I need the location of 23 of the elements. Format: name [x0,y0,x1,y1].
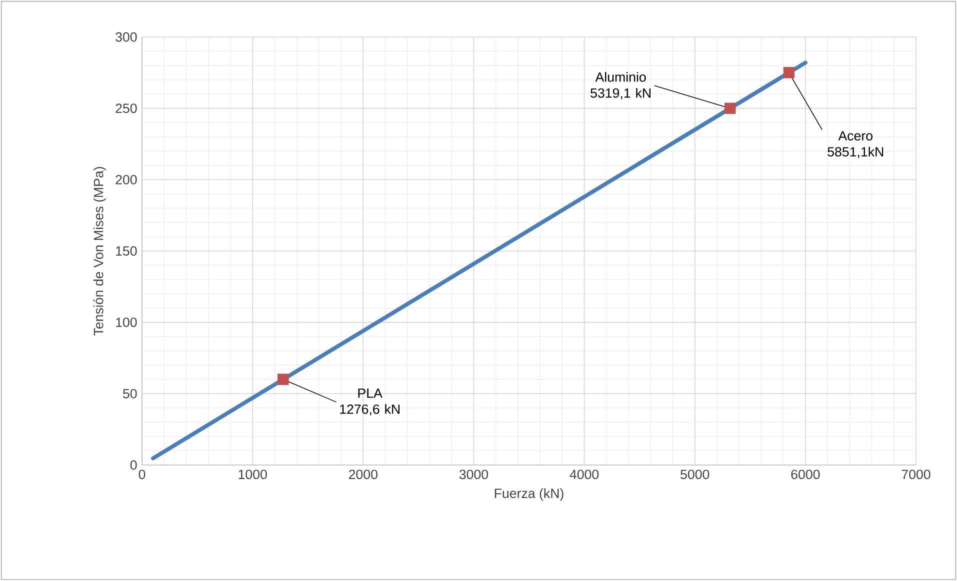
y-tick-label: 0 [130,460,137,470]
x-tick-label: 4000 [570,470,599,480]
annotation: Aluminio 5319,1 kN [590,72,650,100]
y-tick-label: 250 [116,104,137,114]
x-tick-label: 5000 [680,470,710,480]
y-tick-label: 100 [116,318,137,328]
x-tick-label: 7000 [902,470,930,480]
y-tick-label: 200 [116,174,137,184]
point [783,67,795,78]
y-tick-label: 150 [116,246,137,256]
point [724,102,736,114]
x-tick-label: 0 [138,470,146,480]
point [278,374,289,385]
x-tick-label: 6000 [791,470,820,480]
x-tick-label: 3000 [459,470,488,480]
y-tick-label: 50 [123,388,137,398]
annotation: Acero 5851,1kN [828,131,884,158]
x-tick-label: 1000 [238,470,267,480]
annotation: PLA 1276,6 kN [340,388,400,416]
x-tick-label: 2000 [348,470,378,480]
y-tick-label: 300 [116,32,137,42]
y-axis-title: Tensión de Von Mises (MPa) [93,166,106,336]
x-axis-title: Fuerza (kN) [494,488,564,501]
